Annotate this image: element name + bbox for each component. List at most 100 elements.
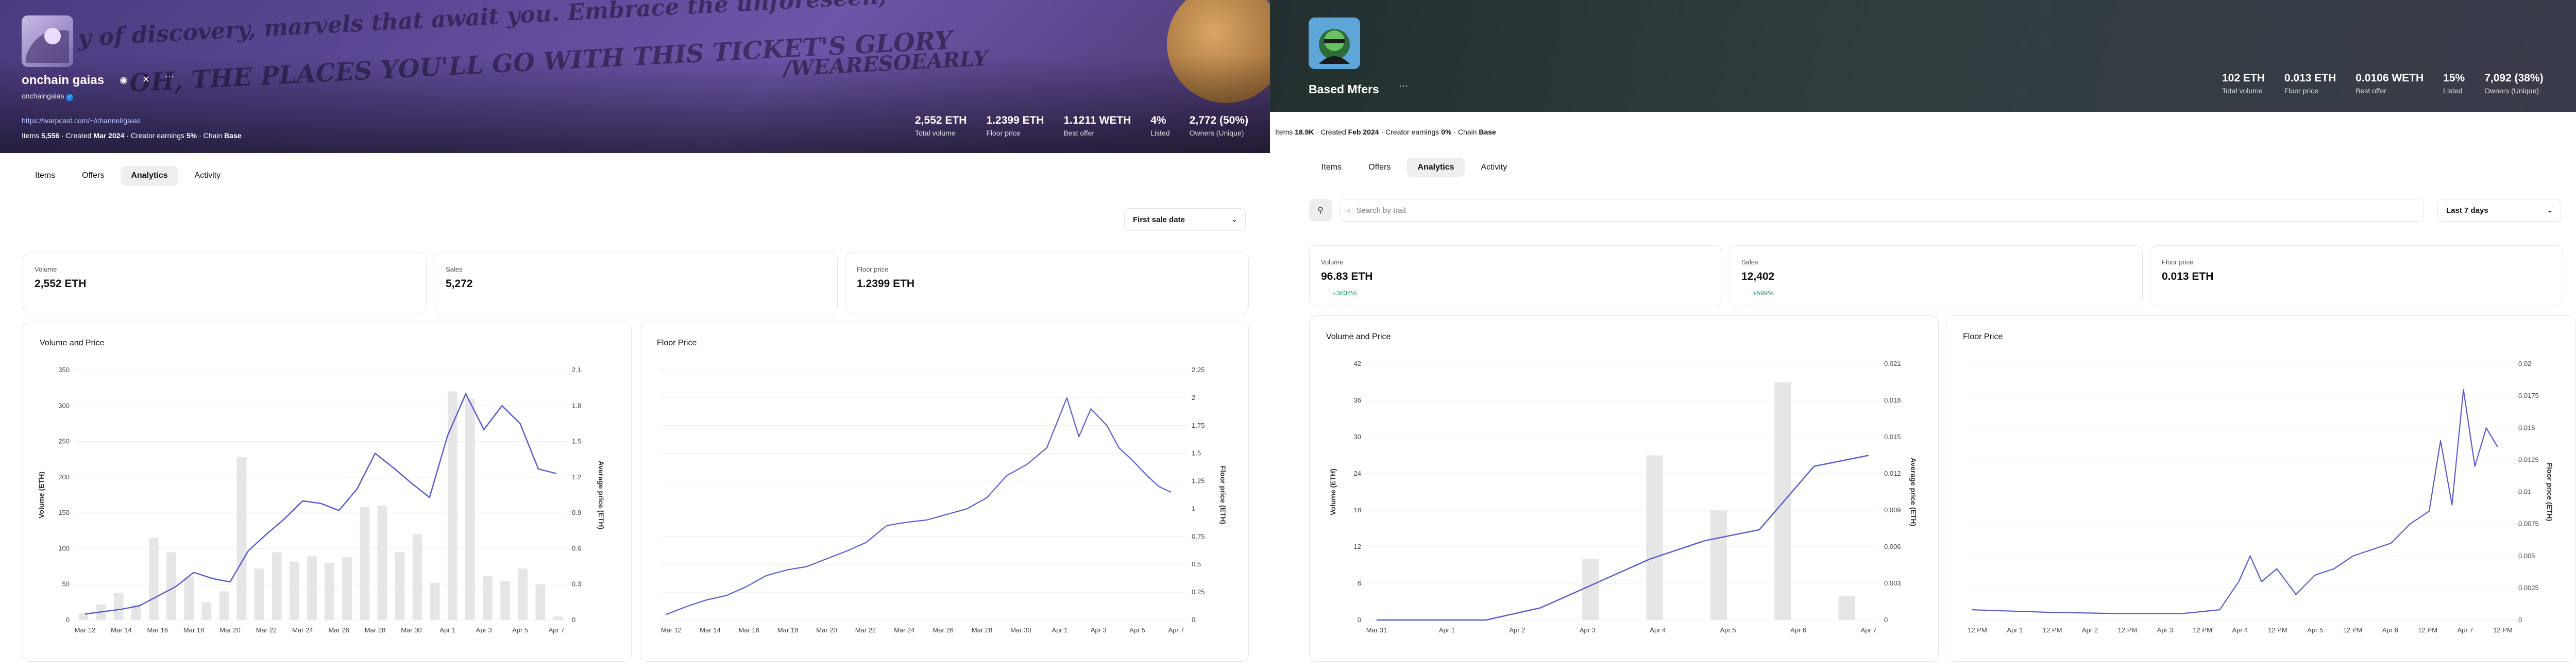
volume-bar	[535, 584, 546, 620]
y-tick-label: 100	[58, 544, 70, 552]
y-axis-label: Volume (ETH)	[1329, 468, 1337, 515]
filter-button[interactable]: ⚲	[1309, 199, 1332, 222]
x-tick-label: 12 PM	[2118, 626, 2138, 634]
y-axis-label: Floor price (ETH)	[2546, 463, 2554, 522]
floor-price-chart-svg: 0 0.25 0.5 0.75 1 1.25 1.5 1.75 2 2.25 Floor price…	[661, 366, 1227, 634]
avatar-art-icon	[1319, 29, 1350, 64]
y2-tick-label: 0.3	[572, 580, 581, 588]
volume-price-chart-svg: 0 6 12 18 24 30 36 42 0 0.003 0.006 0.009 0.012 0.015…	[1329, 360, 1918, 634]
tab-offers[interactable]: Offers	[82, 171, 105, 180]
y-tick-label: 0	[2518, 616, 2522, 624]
y2-tick-label: 2.1	[572, 366, 581, 374]
volume-bar	[553, 616, 563, 620]
x-tick-label: Mar 12	[75, 626, 95, 634]
time-range-dropdown[interactable]: Last 7 days ⌄	[2437, 199, 2561, 222]
y-tick-label: 12	[1354, 543, 1361, 550]
x-tick-label: Apr 3	[476, 626, 492, 634]
floor-price-chart-svg: 0 0.0025 0.005 0.0075 0.01 0.0125 0.015 0.0175 0…	[1967, 360, 2554, 634]
y-tick-label: 2	[1192, 394, 1195, 401]
y-tick-label: 300	[58, 401, 70, 409]
x-tick-label: Apr 5	[2307, 626, 2323, 634]
volume-bar	[113, 593, 124, 620]
y2-tick-label: 1.8	[572, 401, 581, 409]
y-tick-label: 1.75	[1192, 422, 1205, 429]
more-options-icon[interactable]: ···	[1399, 80, 1408, 91]
collection-avatar	[1309, 18, 1360, 69]
trait-search[interactable]: ⌕ Search by trait	[1339, 199, 2424, 222]
volume-bar	[289, 561, 299, 620]
x-tick-label: Mar 20	[219, 626, 240, 634]
x-tick-label: Mar 22	[855, 626, 876, 634]
volume-bar	[219, 591, 229, 620]
y-tick-label: 200	[58, 473, 70, 481]
y-tick-label: 0.01	[2518, 488, 2531, 496]
twitter-icon[interactable]: ✕	[142, 74, 150, 85]
collection-stats: 2,552 ETH Total volume 1.2399 ETH Floor pr…	[915, 114, 1248, 137]
stat-owners: 2,772 (50%) Owners (Unique)	[1189, 114, 1248, 137]
x-tick-label: 12 PM	[2343, 626, 2363, 634]
x-tick-label: Mar 24	[894, 626, 914, 634]
tab-offers[interactable]: Offers	[1368, 163, 1391, 172]
x-tick-label: Mar 31	[1366, 626, 1387, 634]
x-tick-label: Mar 12	[661, 626, 682, 634]
stat-listed: 4% Listed	[1150, 114, 1170, 137]
volume-bar	[1646, 455, 1663, 620]
sort-dropdown[interactable]: First sale date ⌄	[1124, 208, 1246, 231]
x-tick-label: Mar 24	[292, 626, 313, 634]
x-tick-label: Mar 18	[777, 626, 798, 634]
volume-bar	[483, 576, 493, 620]
card-sales: Sales 5,272	[434, 253, 838, 313]
collection-meta: Items 18.9K · Created Feb 2024 · Creator…	[1275, 128, 1496, 136]
tab-activity[interactable]: Activity	[1481, 163, 1507, 172]
y-tick-label: 24	[1354, 470, 1361, 477]
y-tick-label: 1.5	[1192, 449, 1201, 457]
tab-items[interactable]: Items	[1321, 163, 1342, 172]
y-tick-label: 6	[1358, 579, 1361, 587]
tab-analytics[interactable]: Analytics	[121, 166, 178, 186]
x-tick-label: Apr 5	[1720, 626, 1736, 634]
x-tick-label: Apr 2	[2082, 626, 2098, 634]
volume-bar	[395, 552, 405, 620]
x-tick-label: Apr 6	[2382, 626, 2398, 634]
tab-activity[interactable]: Activity	[194, 171, 221, 180]
tab-analytics[interactable]: Analytics	[1407, 158, 1465, 177]
y-tick-label: 0	[1192, 616, 1195, 624]
x-tick-label: Apr 1	[1052, 626, 1067, 634]
stat-floor-price: 1.2399 ETH Floor price	[986, 114, 1044, 137]
x-tick-label: Mar 28	[972, 626, 992, 634]
stat-total-volume: 102 ETH Total volume	[2222, 72, 2265, 95]
more-options-icon[interactable]: ···	[165, 71, 174, 81]
volume-bar	[447, 391, 457, 620]
collection-link[interactable]: https://warpcast.com/~/channel/gaias	[22, 116, 141, 125]
y-tick-label: 0.005	[2518, 552, 2535, 560]
globe-icon[interactable]: ◉	[120, 75, 128, 85]
collection-panel-onchain-gaias: y of discovery, marvels that await you. …	[0, 0, 1270, 670]
tab-items[interactable]: Items	[35, 171, 56, 180]
y-tick-label: 0	[66, 616, 70, 624]
creator-name[interactable]: onchaingaias ✓	[22, 92, 74, 101]
volume-bar	[1774, 382, 1791, 620]
x-tick-label: Apr 1	[439, 626, 455, 634]
x-tick-label: Apr 3	[1091, 626, 1107, 634]
search-input[interactable]: Search by trait	[1356, 206, 1406, 215]
volume-bar	[272, 552, 282, 620]
y-axis-label: Floor price (ETH)	[1219, 466, 1227, 525]
x-tick-label: Apr 4	[1650, 626, 1666, 634]
verified-badge-icon: ✓	[66, 94, 74, 101]
collection-tabs: Items Offers Analytics Activity	[1311, 158, 1517, 177]
chart-title: Volume and Price	[40, 339, 105, 347]
x-tick-label: Mar 16	[147, 626, 168, 634]
volume-bar	[465, 398, 475, 620]
y-tick-label: 350	[58, 366, 70, 374]
floor-price-chart: Floor Price 0 0.25 0.5 0.75 1 1.25 1.5 1.75 2 2.2…	[640, 322, 1249, 662]
card-floor-price: Floor price 1.2399 ETH	[845, 253, 1249, 313]
y-tick-label: 1	[1192, 505, 1195, 512]
floor-price-chart: Floor Price 0 0.0025 0.005 0.0075 0.01 0.0125…	[1946, 315, 2575, 662]
volume-bar	[342, 557, 352, 620]
volume-bar	[1710, 510, 1727, 620]
y2-tick-label: 0.021	[1884, 360, 1901, 367]
collection-meta: Items 5,556 · Created Mar 2024 · Creator…	[22, 131, 242, 140]
y-tick-label: 0.0075	[2518, 520, 2539, 528]
x-tick-label: Mar 26	[328, 626, 349, 634]
y-tick-label: 0.0125	[2518, 456, 2539, 463]
